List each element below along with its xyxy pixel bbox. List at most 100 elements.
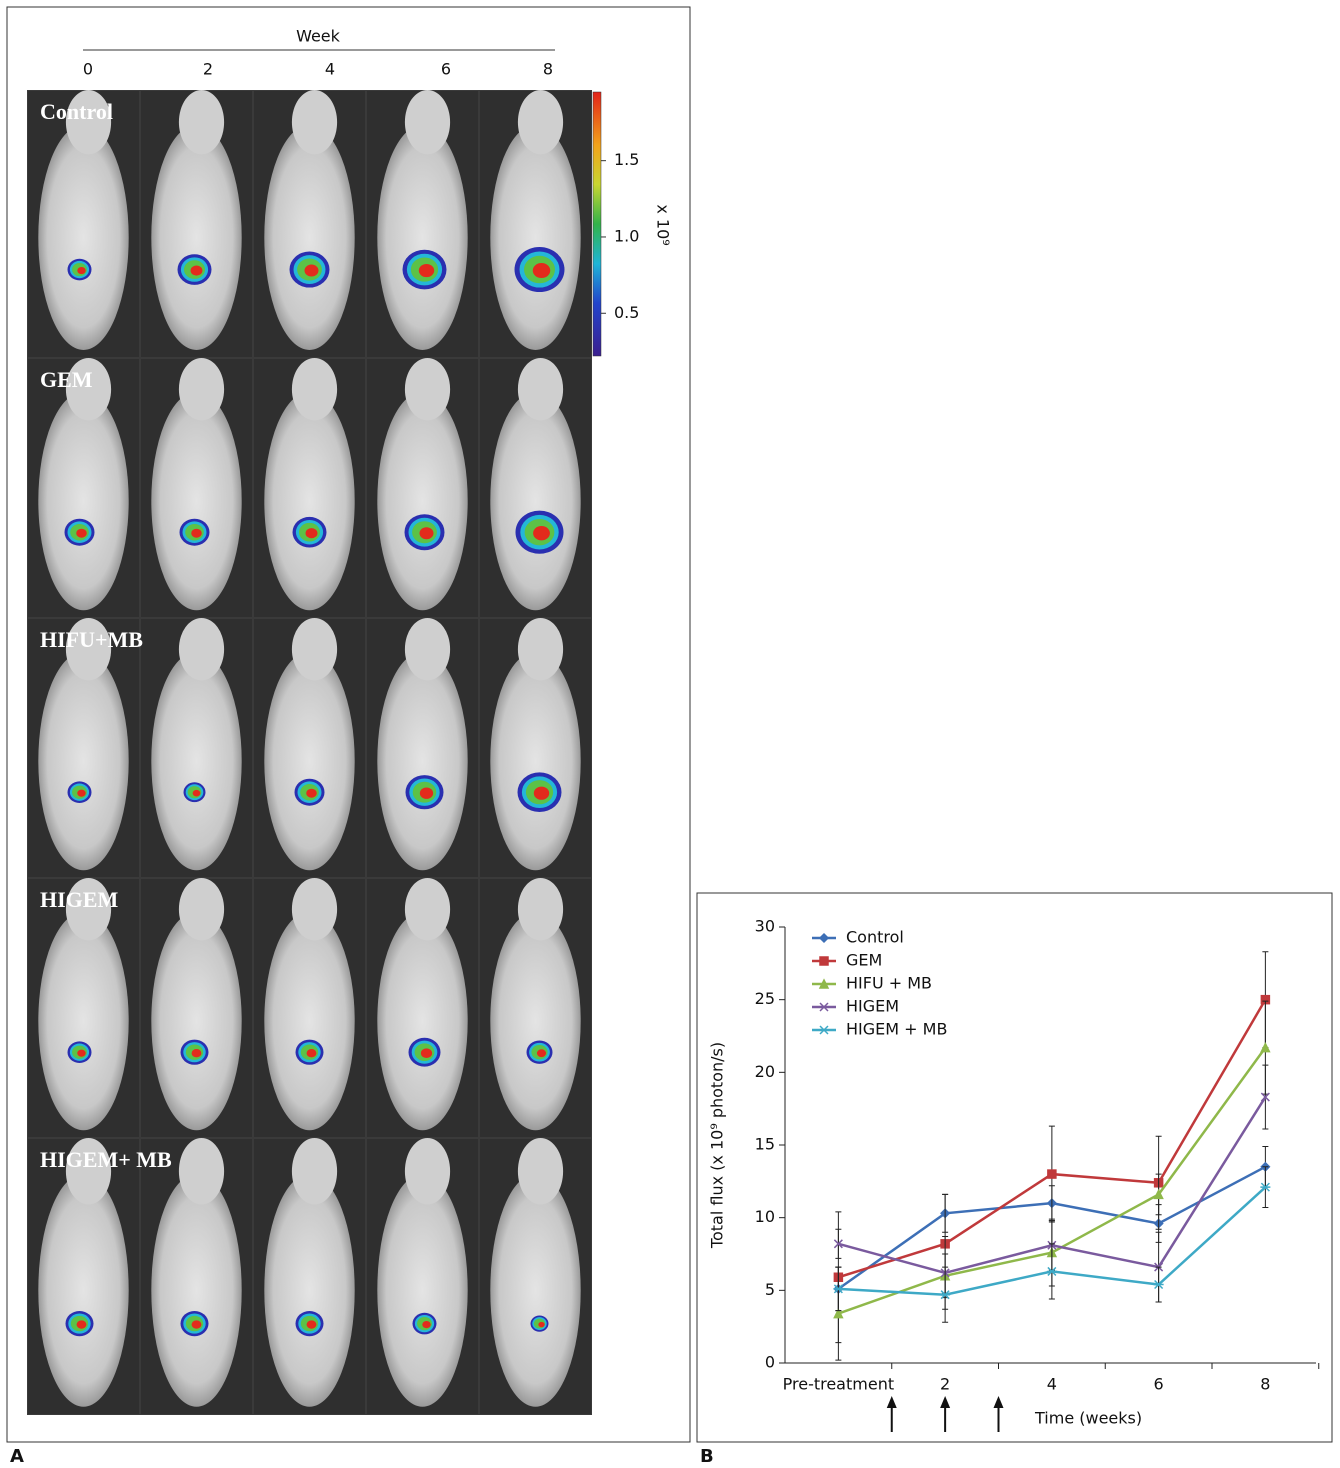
- x-tick-label: 6: [1154, 1375, 1164, 1394]
- legend-label: HIGEM + MB: [846, 1020, 947, 1039]
- legend-label: HIGEM: [846, 997, 899, 1016]
- signal-core: [306, 789, 317, 798]
- treatment-arrowhead: [940, 1396, 950, 1408]
- mouse-head: [405, 1138, 450, 1204]
- mouse-head: [405, 618, 450, 680]
- treatment-arrowhead: [994, 1396, 1004, 1408]
- colorbar: [593, 92, 601, 356]
- mouse-body: [377, 125, 467, 350]
- mouse-body: [377, 392, 467, 610]
- row-label: HIGEM: [40, 887, 118, 912]
- legend-label: GEM: [846, 951, 882, 970]
- x-axis-label: Time (weeks): [1034, 1409, 1142, 1428]
- signal-core: [420, 788, 433, 799]
- mouse-head: [292, 618, 337, 680]
- treatment-arrowhead: [887, 1396, 897, 1408]
- mouse-head: [292, 358, 337, 420]
- signal-core: [307, 1320, 317, 1328]
- mouse-head: [518, 878, 563, 940]
- y-tick-label: 0: [765, 1353, 775, 1372]
- mouse-head: [179, 1138, 224, 1204]
- x-tick-label: 8: [1260, 1375, 1270, 1394]
- row-label: HIGEM+ MB: [40, 1147, 172, 1172]
- signal-core: [192, 1320, 202, 1328]
- y-tick-label: 25: [755, 989, 775, 1008]
- colorbar-label: x 10⁹: [654, 204, 673, 245]
- mouse-head: [292, 878, 337, 940]
- mouse-body: [490, 125, 580, 350]
- marker: [820, 934, 828, 942]
- column-label: 6: [441, 60, 451, 79]
- mouse-head: [518, 618, 563, 680]
- mouse-body: [377, 652, 467, 870]
- marker: [820, 980, 828, 988]
- mouse-body: [490, 1174, 580, 1407]
- column-label: 0: [83, 60, 93, 79]
- mouse-body: [490, 652, 580, 870]
- signal-core: [77, 1050, 85, 1057]
- signal-core: [537, 1049, 546, 1057]
- row-label: GEM: [40, 367, 93, 392]
- x-tick-label: Pre-treatment: [783, 1375, 894, 1394]
- mouse-body: [264, 1174, 354, 1407]
- signal-core: [419, 264, 434, 277]
- panel-b-frame: [697, 893, 1332, 1442]
- column-label: 4: [325, 60, 335, 79]
- column-label: 8: [543, 60, 553, 79]
- y-tick-label: 10: [755, 1207, 775, 1226]
- y-axis-label: Total flux (x 10⁹ photon/s): [708, 1042, 727, 1249]
- mouse-head: [179, 878, 224, 940]
- signal-core: [534, 787, 549, 800]
- legend-label: Control: [846, 928, 904, 947]
- mouse-head: [179, 358, 224, 420]
- signal-core: [305, 265, 319, 277]
- mouse-body: [377, 1174, 467, 1407]
- mouse-body: [38, 912, 128, 1130]
- row-label: HIFU+MB: [40, 627, 143, 652]
- marker: [1261, 1044, 1269, 1052]
- mouse-head: [518, 90, 563, 154]
- mouse-body: [490, 912, 580, 1130]
- mouse-body: [151, 652, 241, 870]
- signal-core: [77, 790, 85, 797]
- signal-core: [306, 528, 318, 538]
- mouse-body: [151, 912, 241, 1130]
- signal-core: [420, 527, 434, 539]
- x-tick-label: 4: [1047, 1375, 1057, 1394]
- y-tick-label: 5: [765, 1280, 775, 1299]
- mouse-body: [490, 392, 580, 610]
- signal-core: [533, 263, 551, 278]
- signal-core: [191, 265, 203, 275]
- mouse-body: [151, 392, 241, 610]
- mouse-head: [405, 358, 450, 420]
- mouse-head: [179, 618, 224, 680]
- legend-label: HIFU + MB: [846, 974, 932, 993]
- mouse-head: [292, 1138, 337, 1204]
- mouse-body: [264, 392, 354, 610]
- panel-label: A: [10, 1446, 24, 1467]
- signal-core: [538, 1322, 544, 1327]
- column-label: 2: [203, 60, 213, 79]
- y-tick-label: 30: [755, 917, 775, 936]
- mouse-body: [264, 125, 354, 350]
- header: Week: [296, 27, 341, 46]
- colorbar-tick-label: 1.0: [614, 226, 639, 245]
- mouse-head: [179, 90, 224, 154]
- mouse-body: [151, 125, 241, 350]
- figure: A B Week Control GEM HIFU+MB HIGEM HIGEM+ MB…: [0, 0, 1340, 1468]
- signal-core: [192, 1049, 202, 1057]
- colorbar-tick-label: 0.5: [614, 303, 639, 322]
- mouse-body: [38, 652, 128, 870]
- signal-core: [307, 1049, 317, 1057]
- mouse-body: [38, 125, 128, 350]
- mouse-head: [292, 90, 337, 154]
- image-grid: Control GEM HIFU+MB HIGEM HIGEM+ MB: [27, 90, 592, 1415]
- row-label: Control: [40, 99, 113, 124]
- colorbar-tick-label: 1.5: [614, 150, 639, 169]
- y-tick-label: 15: [755, 1135, 775, 1154]
- signal-core: [533, 526, 550, 540]
- panel-label: B: [700, 1446, 714, 1467]
- y-tick-label: 20: [755, 1062, 775, 1081]
- signal-core: [191, 529, 202, 538]
- mouse-body: [38, 392, 128, 610]
